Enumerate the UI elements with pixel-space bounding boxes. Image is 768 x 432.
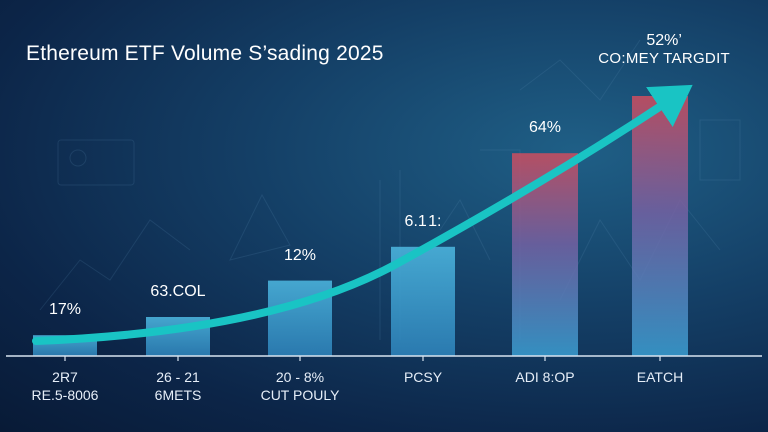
category-label-5: ADI 8:OP <box>515 369 575 385</box>
category-label-6: EATCH <box>636 369 684 385</box>
data-label-5: 64% <box>528 119 562 137</box>
bar-6 <box>632 96 688 356</box>
trend-arrow <box>32 84 693 345</box>
data-label-4: 6.1 1: <box>404 212 442 230</box>
category-label-1: 2R7 RE.5-8006 <box>31 369 99 403</box>
x-axis-ticks <box>64 356 661 361</box>
chart-title: Ethereum ETF Volume S’sading 2025 <box>26 42 384 65</box>
bar-5 <box>512 153 578 356</box>
category-label-4: PCSY <box>403 369 443 385</box>
data-label-3: 12% <box>283 246 317 264</box>
bars-group <box>33 96 688 356</box>
category-label-2: 26 - 21 6METS <box>154 369 202 403</box>
data-label-1: 17% <box>48 301 82 319</box>
category-label-3: 20 - 8% CUT POULY <box>260 369 340 403</box>
data-label-2: 63.COL <box>150 283 206 300</box>
target-label: CO:MEY TARGDIT <box>598 50 730 67</box>
target-percent: 52%’ <box>646 32 682 49</box>
target-callout: 52%’ CO:MEY TARGDIT <box>598 32 730 68</box>
